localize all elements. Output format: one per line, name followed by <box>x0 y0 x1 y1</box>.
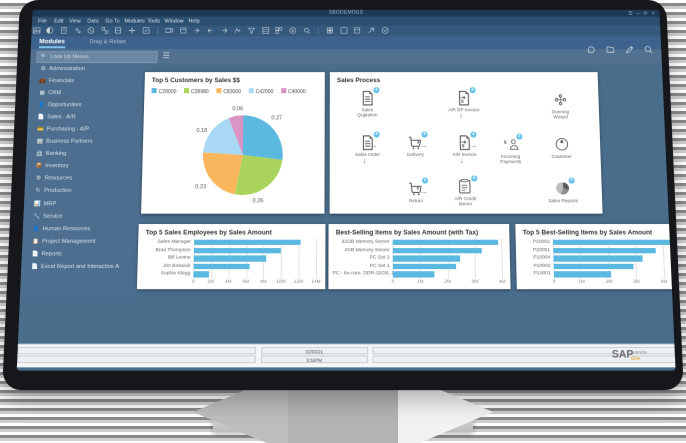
svg-text:0.27: 0.27 <box>271 115 282 121</box>
svg-text:$: $ <box>461 99 464 104</box>
svg-text:$: $ <box>462 143 465 148</box>
svg-text:0.06: 0.06 <box>232 106 243 112</box>
svg-text:$: $ <box>503 139 506 145</box>
svg-text:0.23: 0.23 <box>195 184 206 190</box>
svg-text:0.26: 0.26 <box>252 198 263 204</box>
svg-text:0.18: 0.18 <box>196 128 207 134</box>
